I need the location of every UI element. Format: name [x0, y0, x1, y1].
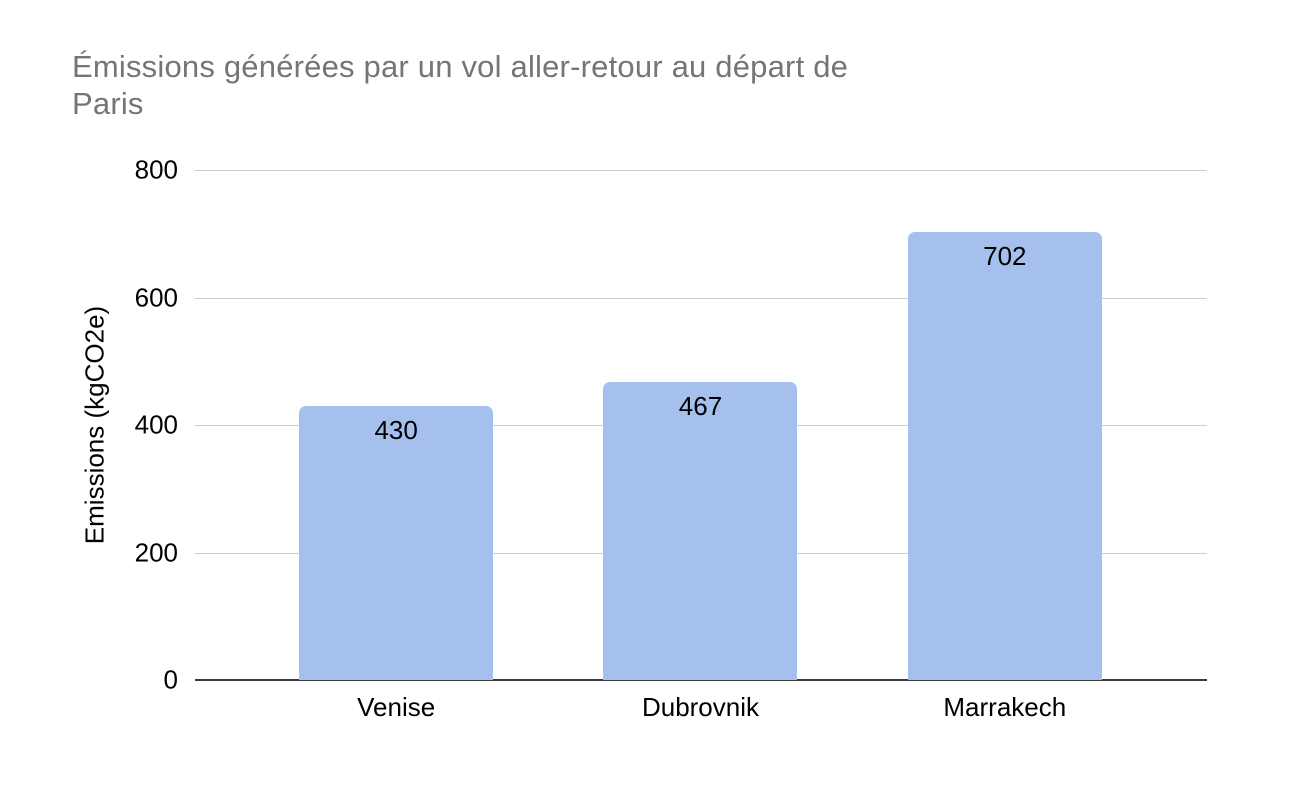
gridline-600	[195, 297, 1207, 299]
bar-marrakech[interactable]	[907, 232, 1102, 680]
x-category-label-dubrovnik: Dubrovnik	[641, 692, 760, 722]
x-category-label-marrakech: Marrakech	[943, 692, 1067, 722]
gridline-800	[195, 170, 1207, 171]
chart-title: Émissions générées par un vol aller-reto…	[72, 48, 848, 122]
y-tick-label-800: 800	[134, 154, 178, 185]
bar-value-label-venise: 430	[374, 414, 418, 445]
y-tick-label-200: 200	[134, 537, 178, 567]
y-tick-label-400: 400	[134, 409, 178, 440]
chart-title-line-1: Émissions générées par un vol aller-reto…	[72, 49, 849, 84]
bar-value-label-marrakech: 702	[983, 241, 1027, 272]
y-tick-label-600: 600	[134, 282, 178, 312]
bar-venise[interactable]	[299, 405, 494, 680]
bar-dubrovnik[interactable]	[603, 382, 798, 680]
bar-value-label-dubrovnik: 467	[678, 391, 723, 422]
chart-title-line-2: Paris	[72, 86, 144, 121]
x-axis-line	[195, 679, 1207, 681]
x-category-label-venise: Venise	[357, 692, 436, 722]
y-tick-label-0: 0	[163, 664, 178, 695]
